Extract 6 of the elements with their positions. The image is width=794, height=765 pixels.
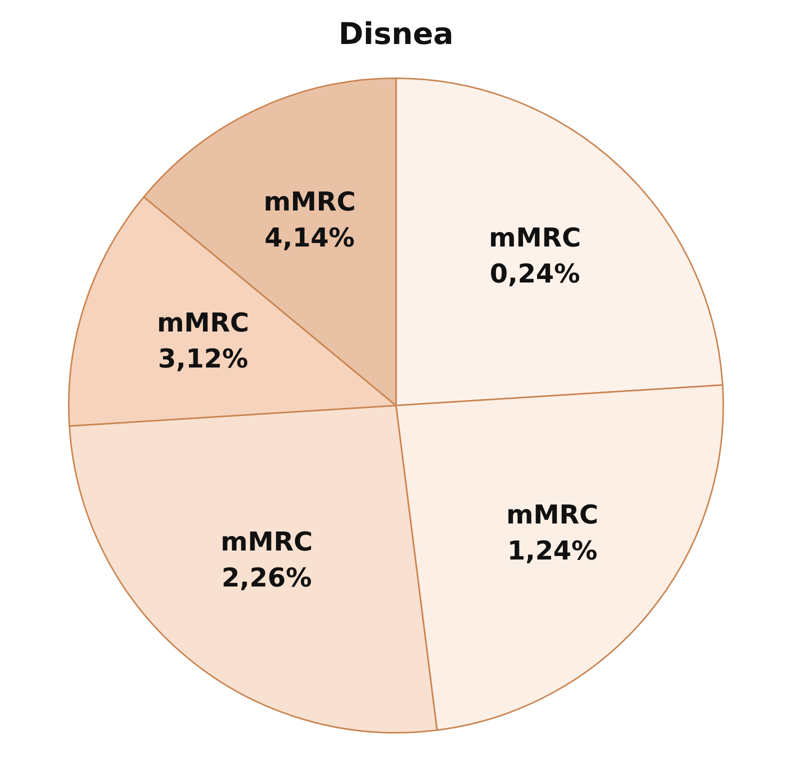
slice-label: mMRC 4,14%	[264, 188, 356, 254]
slice-label: mMRC 0,24%	[488, 223, 581, 290]
slice-label: mMRC 1,24%	[506, 500, 598, 567]
slice-label: mMRC 2,26%	[220, 528, 313, 594]
chart-title: Disnea	[338, 16, 454, 52]
slice-label: mMRC 3,12%	[156, 308, 250, 375]
